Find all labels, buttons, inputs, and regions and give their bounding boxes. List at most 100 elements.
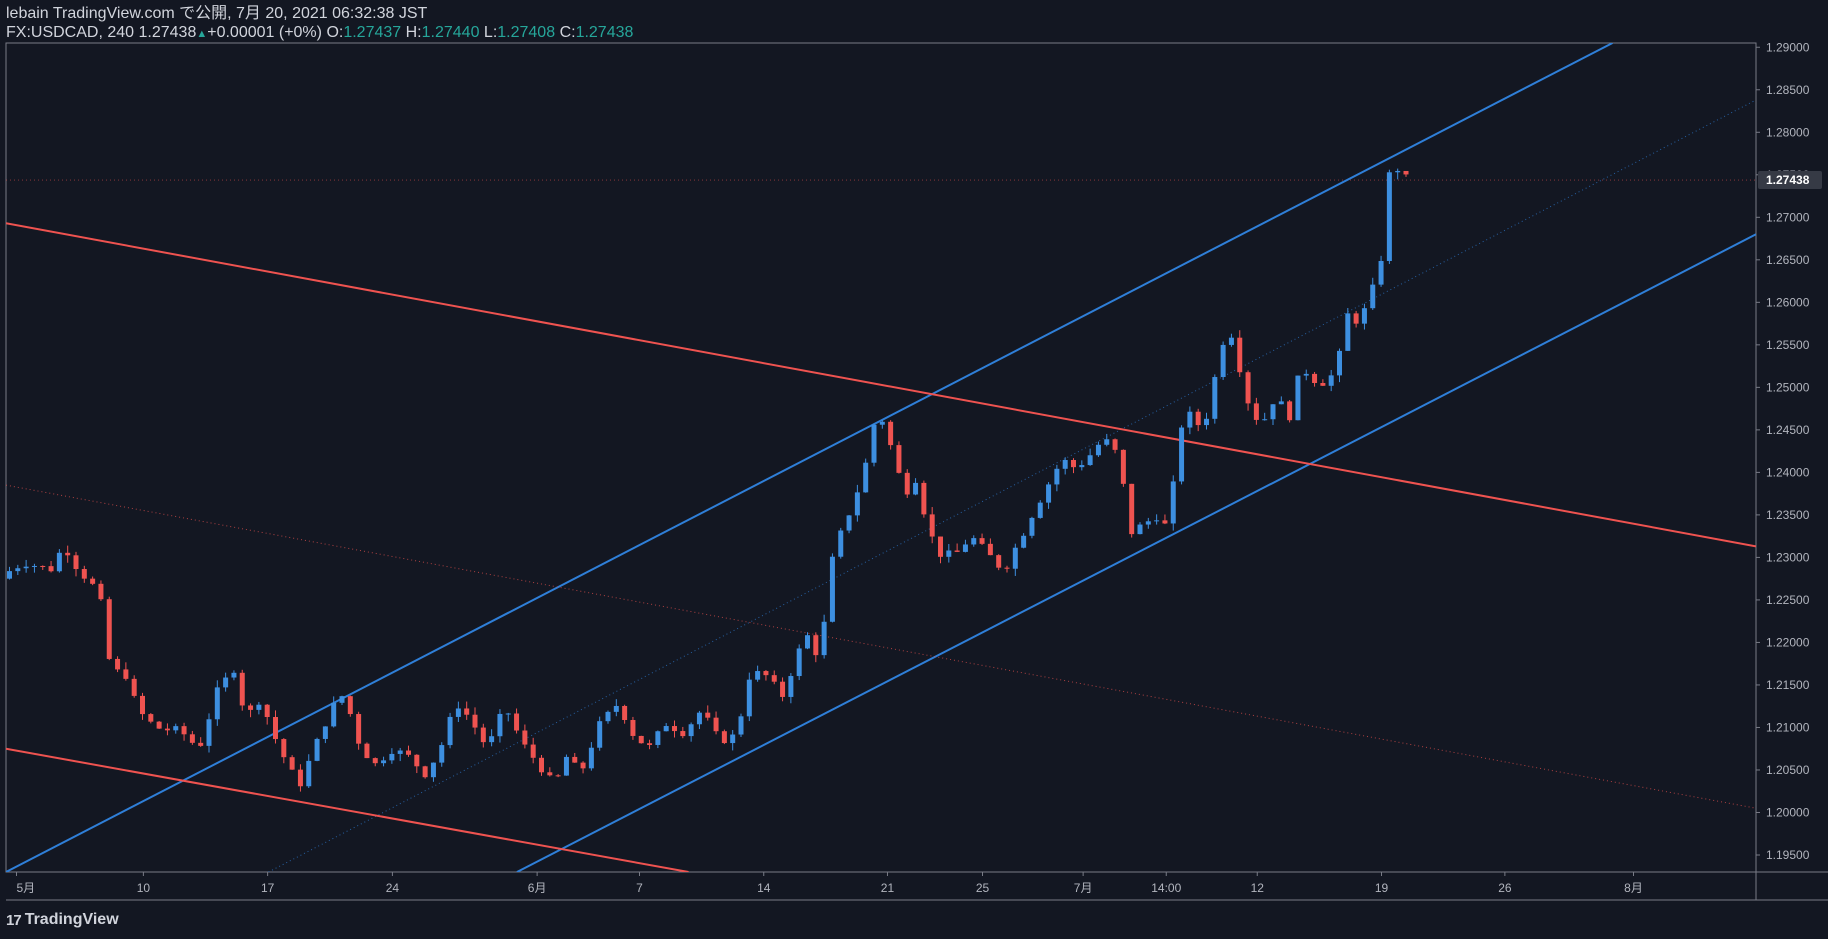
candle-body bbox=[588, 747, 594, 769]
candle-body bbox=[497, 713, 503, 737]
candle-body bbox=[389, 753, 395, 761]
candle-body bbox=[539, 757, 544, 773]
candle-body bbox=[148, 714, 154, 722]
candle-body bbox=[597, 721, 603, 748]
candle-body bbox=[1071, 459, 1076, 468]
candle-body bbox=[979, 538, 985, 544]
candle-body bbox=[198, 742, 204, 746]
candle-body bbox=[1295, 375, 1301, 421]
candle-body bbox=[1245, 372, 1251, 404]
candle-body bbox=[331, 702, 337, 727]
candle-body bbox=[505, 713, 511, 715]
candle-body bbox=[381, 760, 387, 764]
candle-body bbox=[788, 676, 794, 697]
candle-body bbox=[763, 671, 769, 676]
candle-body bbox=[746, 679, 752, 717]
candle-body bbox=[414, 754, 420, 767]
candle-body bbox=[306, 760, 312, 787]
time-axis[interactable]: 5月 10 17 24 6月 7 14 21 25 7月 14:00 12 19 26 8月 bbox=[16, 872, 1643, 895]
candle-body bbox=[696, 712, 702, 725]
price-tick-label: 1.28500 bbox=[1766, 83, 1810, 97]
symbol[interactable]: FX:USDCAD bbox=[6, 24, 99, 41]
time-tick-label: 14 bbox=[757, 881, 771, 895]
candle-body bbox=[555, 775, 561, 777]
candle-body bbox=[879, 421, 885, 425]
candle-body bbox=[672, 726, 677, 732]
price-tick-label: 1.22500 bbox=[1766, 593, 1810, 607]
candle-body bbox=[40, 565, 46, 567]
candle-body bbox=[1337, 350, 1342, 376]
price-tick-label: 1.26500 bbox=[1766, 253, 1810, 267]
candle-body bbox=[1204, 418, 1209, 426]
candle-body bbox=[1120, 449, 1126, 484]
candle-body bbox=[1012, 547, 1018, 569]
interval[interactable]: 240 bbox=[107, 24, 135, 41]
candle-body bbox=[156, 721, 162, 729]
candle-body bbox=[622, 705, 628, 720]
candle-body bbox=[854, 492, 860, 516]
candle-body bbox=[962, 544, 968, 552]
trendline-blue-2 bbox=[268, 99, 1756, 872]
candle-body bbox=[1386, 172, 1392, 262]
candle-body bbox=[231, 672, 237, 678]
candle-body bbox=[904, 472, 910, 495]
candle-body bbox=[1287, 401, 1293, 421]
candle-body bbox=[181, 726, 187, 735]
candle-body bbox=[48, 566, 54, 572]
time-tick-label: 17 bbox=[261, 881, 275, 895]
candle-body bbox=[647, 743, 653, 745]
candle-body bbox=[996, 555, 1002, 568]
candle-body bbox=[248, 705, 254, 710]
trendline-blue-0 bbox=[6, 43, 1613, 872]
candle-body bbox=[1378, 261, 1384, 285]
candle-body bbox=[489, 736, 495, 743]
candle-body bbox=[1303, 373, 1309, 376]
candle-body bbox=[1328, 375, 1334, 386]
candle-body bbox=[547, 772, 553, 776]
candle-body bbox=[7, 571, 12, 579]
candle-body bbox=[347, 696, 353, 715]
time-tick-label: 24 bbox=[386, 881, 400, 895]
candle-body bbox=[780, 681, 786, 697]
price-tick-label: 1.25500 bbox=[1766, 338, 1810, 352]
candle-body bbox=[638, 735, 644, 744]
close-label: C: bbox=[559, 24, 576, 41]
price-axis[interactable]: 1.290001.285001.280001.275001.270001.265… bbox=[1756, 40, 1822, 862]
candle-body bbox=[1104, 439, 1110, 445]
candle-body bbox=[946, 550, 952, 557]
price-tick-label: 1.26000 bbox=[1766, 295, 1810, 309]
candle-body bbox=[123, 669, 129, 679]
price-tick-label: 1.23000 bbox=[1766, 550, 1810, 564]
candle-body bbox=[563, 756, 569, 776]
candle-body bbox=[655, 731, 661, 745]
candle-body bbox=[1361, 308, 1367, 324]
time-tick-label: 7月 bbox=[1074, 881, 1093, 895]
candle-body bbox=[447, 716, 453, 746]
candle-body bbox=[214, 687, 220, 720]
candle-body bbox=[223, 677, 229, 688]
trendline-blue-1 bbox=[516, 233, 1756, 872]
time-tick-label: 6月 bbox=[528, 881, 547, 895]
up-triangle-icon: ▲ bbox=[196, 28, 208, 40]
candle-body bbox=[913, 482, 919, 495]
candle-body bbox=[1403, 170, 1409, 175]
candle-body bbox=[1237, 337, 1243, 373]
candle-body bbox=[472, 714, 478, 728]
price-tick-label: 1.28000 bbox=[1766, 125, 1810, 139]
candle-body bbox=[289, 757, 295, 770]
time-tick-label: 5月 bbox=[17, 881, 36, 895]
candle-body bbox=[663, 726, 669, 732]
candle-body bbox=[688, 724, 694, 737]
high-value: 1.27440 bbox=[421, 24, 480, 41]
candle-body bbox=[1037, 502, 1043, 518]
price-tick-label: 1.20000 bbox=[1766, 805, 1810, 819]
candle-body bbox=[530, 744, 536, 758]
candle-body bbox=[173, 726, 179, 731]
close-value: 1.27438 bbox=[575, 24, 634, 41]
candle-body bbox=[1312, 373, 1318, 384]
time-tick-label: 7 bbox=[636, 881, 643, 895]
price-tick-label: 1.20500 bbox=[1766, 763, 1810, 777]
candle-body bbox=[821, 621, 827, 656]
candle-body bbox=[755, 671, 761, 680]
